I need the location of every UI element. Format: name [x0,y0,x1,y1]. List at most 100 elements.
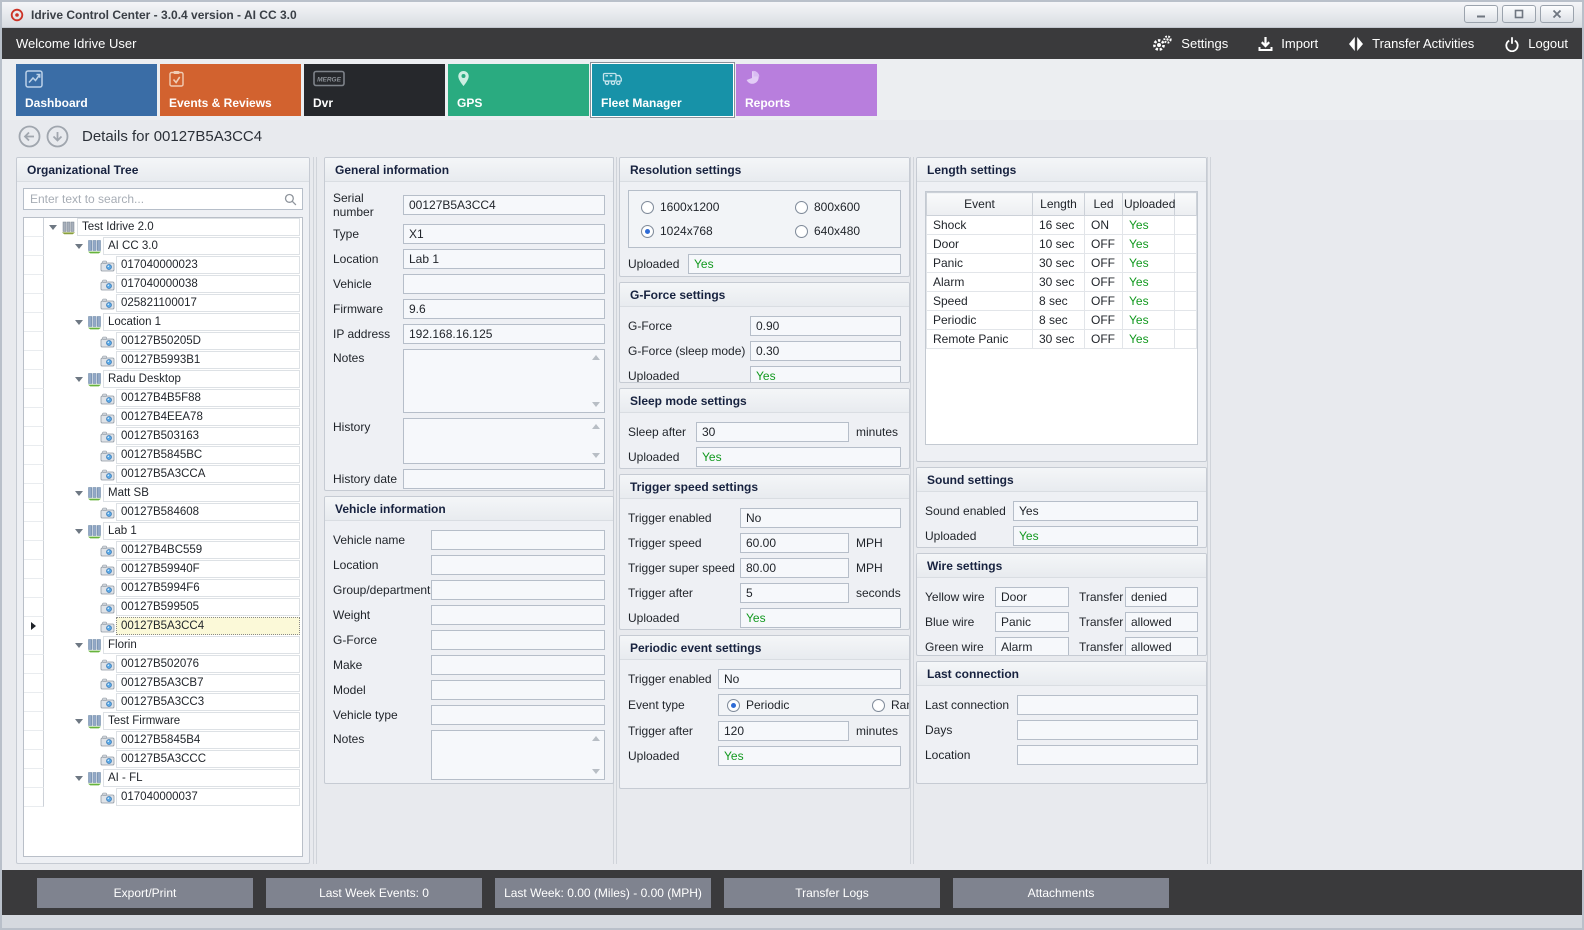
tree-node-label[interactable]: Florin [103,636,300,654]
tab-dvr[interactable]: MERGE Dvr [304,63,445,116]
tree-node-label[interactable]: 00127B502076 [116,655,300,673]
topbar-action-settings[interactable]: Settings [1151,35,1228,52]
tree-node-label[interactable]: AI - FL [103,769,300,787]
expander-icon[interactable] [72,244,85,249]
tree-node-label[interactable]: AI CC 3.0 [103,237,300,255]
tree-node-label[interactable]: 00127B5A3CC3 [116,693,300,711]
tree-node-label[interactable]: Location 1 [103,313,300,331]
expander-icon[interactable] [72,491,85,496]
bottom-button-transfer-logs[interactable]: Transfer Logs [724,877,940,908]
value-field-g-force-sleep-mode[interactable]: 0.30 [750,341,901,361]
tree-node-label[interactable]: Test Firmware [103,712,300,730]
tab-gps[interactable]: GPS [448,63,589,116]
value-field-sound-enabled[interactable]: Yes [1013,501,1198,521]
value-field-uploaded[interactable]: Yes [696,447,901,467]
splitter-1[interactable] [313,157,317,864]
value-field-location[interactable] [431,555,605,575]
scroll-down-icon[interactable] [592,402,600,407]
scroll-down-icon[interactable] [592,453,600,458]
tree-node-label[interactable]: Matt SB [103,484,300,502]
tree-node-label[interactable]: 00127B5A3CC4 [116,617,300,635]
value-field-uploaded[interactable]: Yes [1013,526,1198,546]
tab-dashboard[interactable]: Dashboard [16,63,157,116]
value-field-last-connection[interactable] [1017,695,1198,715]
tree-node-label[interactable]: 00127B5A3CB7 [116,674,300,692]
value-field-g-force[interactable] [431,630,605,650]
tree-node-label[interactable]: 00127B50205D [116,332,300,350]
scroll-up-icon[interactable] [592,355,600,360]
tree-node-label[interactable]: 00127B5993B1 [116,351,300,369]
expander-icon[interactable] [72,719,85,724]
value-field-green-wire-transfer[interactable]: allowed [1125,637,1198,655]
radio-option-1600x1200[interactable]: 1600x1200 [641,200,791,214]
tree-node-label[interactable]: Test Idrive 2.0 [77,218,300,236]
textarea-field-history[interactable] [403,418,605,464]
value-field-history-date[interactable] [403,469,605,489]
value-field-vehicle-type[interactable] [431,705,605,725]
tab-events-reviews[interactable]: Events & Reviews [160,63,301,116]
tree-node-label[interactable]: 017040000023 [116,256,300,274]
splitter-3[interactable] [910,157,914,864]
tree-node-label[interactable]: Radu Desktop [103,370,300,388]
radio-option-1024x768[interactable]: 1024x768 [641,224,791,238]
tree-node-label[interactable]: 00127B4EEA78 [116,408,300,426]
scroll-up-icon[interactable] [592,424,600,429]
tree-node-label[interactable]: 00127B4BC559 [116,541,300,559]
tree-node-label[interactable]: Lab 1 [103,522,300,540]
scroll-up-icon[interactable] [592,736,600,741]
value-field-trigger-after[interactable]: 120 [718,721,849,741]
search-input[interactable] [23,188,303,210]
value-field-location[interactable]: Lab 1 [403,249,605,269]
value-field-ip-address[interactable]: 192.168.16.125 [403,324,605,344]
value-field-model[interactable] [431,680,605,700]
tree-node-label[interactable]: 00127B5845B4 [116,731,300,749]
value-field-trigger-after[interactable]: 5 [740,583,849,603]
value-field-trigger-enabled[interactable]: No [740,508,901,528]
topbar-action-import[interactable]: Import [1258,35,1318,52]
expander-icon[interactable] [72,776,85,781]
close-button[interactable] [1540,5,1574,23]
tree-node-label[interactable]: 00127B5845BC [116,446,300,464]
value-field-uploaded[interactable]: Yes [718,746,901,766]
value-field-uploaded[interactable]: Yes [688,254,901,274]
value-field-group-department[interactable] [431,580,605,600]
value-field-sleep-after[interactable]: 30 [696,422,849,442]
tree-node-label[interactable]: 00127B503163 [116,427,300,445]
expander-icon[interactable] [72,377,85,382]
value-field-vehicle-name[interactable] [431,530,605,550]
tree-node-label[interactable]: 017040000038 [116,275,300,293]
value-field-days[interactable] [1017,720,1198,740]
back-button[interactable] [18,125,41,148]
radio-option-800x600[interactable]: 800x600 [795,200,888,214]
value-field-g-force[interactable]: 0.90 [750,316,901,336]
value-field-type[interactable]: X1 [403,224,605,244]
tree-node-label[interactable]: 00127B584608 [116,503,300,521]
expander-icon[interactable] [72,643,85,648]
expander-icon[interactable] [72,320,85,325]
value-field-serial-number[interactable]: 00127B5A3CC4 [403,195,605,215]
textarea-field-notes[interactable] [403,349,605,413]
radio-option-periodic[interactable]: Periodic [727,698,872,712]
value-field-make[interactable] [431,655,605,675]
splitter-4[interactable] [1207,157,1211,864]
maximize-button[interactable] [1502,5,1536,23]
value-field-green-wire[interactable]: Alarm [995,637,1069,655]
minimize-button[interactable] [1464,5,1498,23]
value-field-blue-wire-transfer[interactable]: allowed [1125,612,1198,632]
value-field-firmware[interactable]: 9.6 [403,299,605,319]
textarea-field-notes[interactable] [431,730,605,780]
value-field-trigger-enabled[interactable]: No [718,669,901,689]
value-field-vehicle[interactable] [403,274,605,294]
tree-node-label[interactable]: 00127B59940F [116,560,300,578]
tab-reports[interactable]: Reports [736,63,877,116]
tree-node-label[interactable]: 017040000037 [116,788,300,806]
value-field-yellow-wire[interactable]: Door [995,587,1069,607]
value-field-blue-wire[interactable]: Panic [995,612,1069,632]
value-field-trigger-super-speed[interactable]: 80.00 [740,558,849,578]
value-field-uploaded[interactable]: Yes [740,608,901,628]
tree-node-label[interactable]: 00127B4B5F88 [116,389,300,407]
radio-option-random[interactable]: Random [872,698,909,712]
value-field-trigger-speed[interactable]: 60.00 [740,533,849,553]
tree-node-label[interactable]: 025821100017 [116,294,300,312]
tree-node-label[interactable]: 00127B599505 [116,598,300,616]
